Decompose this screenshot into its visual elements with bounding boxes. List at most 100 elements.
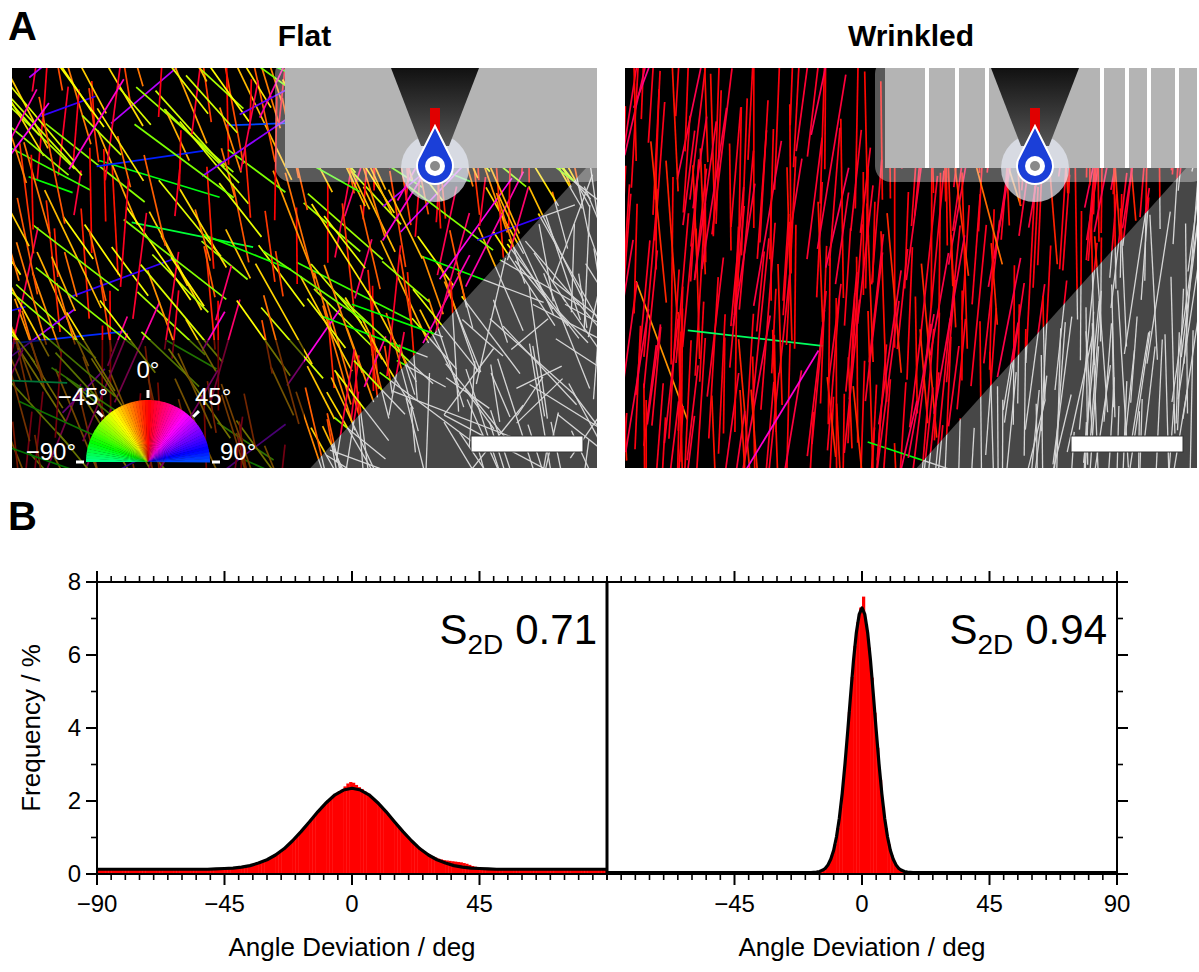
wire	[69, 79, 124, 169]
wire	[97, 151, 204, 166]
wire	[693, 117, 707, 209]
wire	[735, 263, 737, 432]
wire	[494, 232, 555, 326]
wire	[770, 208, 772, 301]
wire	[12, 307, 26, 322]
wire	[250, 79, 252, 129]
wire	[118, 87, 151, 125]
wire	[556, 339, 597, 377]
wire	[479, 227, 524, 330]
wire	[220, 108, 241, 173]
wire	[676, 68, 682, 116]
wire	[591, 457, 597, 469]
wire	[285, 173, 317, 292]
wire	[480, 177, 486, 226]
wire	[687, 365, 698, 460]
wire	[1112, 323, 1113, 407]
wire	[704, 164, 706, 262]
wire	[308, 194, 383, 260]
wire	[1176, 332, 1179, 423]
wire	[586, 264, 597, 340]
wire	[625, 68, 639, 150]
wire	[851, 130, 862, 231]
wire	[907, 247, 912, 380]
wire	[842, 394, 845, 468]
wire	[962, 173, 967, 349]
wrinkle	[1175, 68, 1179, 168]
wire	[285, 173, 317, 292]
wire	[778, 264, 782, 405]
wire	[31, 68, 104, 127]
wire	[868, 311, 874, 468]
wire	[625, 184, 630, 320]
wire	[69, 79, 124, 169]
wire	[980, 321, 982, 468]
wire	[825, 68, 826, 169]
wire	[753, 357, 756, 468]
wire	[206, 250, 215, 350]
wire	[1091, 212, 1094, 365]
wheel-wedge	[148, 452, 210, 462]
droplet-core	[1025, 156, 1045, 176]
figure: AFlat0°−45°45°−90°90°WrinkledB−90−450450…	[0, 0, 1199, 972]
wire	[389, 190, 423, 259]
wire	[360, 205, 380, 289]
wire	[389, 332, 404, 416]
wire	[46, 200, 60, 332]
wire	[65, 252, 77, 297]
wire	[671, 68, 678, 191]
wire	[170, 68, 206, 143]
wire	[259, 245, 305, 306]
wire	[121, 179, 129, 287]
wrinkle	[925, 68, 929, 168]
wire	[787, 167, 792, 340]
wire	[625, 240, 633, 427]
wire	[24, 142, 50, 233]
wire	[725, 373, 739, 468]
wire	[387, 245, 401, 376]
wire	[731, 187, 744, 326]
wire	[844, 300, 859, 453]
wire	[971, 225, 986, 386]
wire	[226, 68, 228, 165]
wire	[844, 300, 859, 453]
wire	[655, 89, 659, 200]
wire	[425, 373, 429, 468]
inset-halo	[875, 68, 1197, 182]
wire	[694, 338, 706, 468]
hist-bar	[276, 854, 279, 874]
wire	[877, 379, 891, 468]
wire	[54, 68, 91, 144]
hist-bar	[298, 833, 301, 874]
wire	[400, 255, 412, 327]
wire	[835, 298, 837, 468]
wire	[1041, 246, 1050, 432]
wire	[497, 193, 525, 284]
hist-bar	[287, 844, 290, 874]
wire	[29, 177, 73, 193]
wire	[552, 280, 597, 335]
wheel-tick	[76, 461, 84, 464]
wire	[171, 257, 204, 306]
wire	[828, 284, 841, 384]
hist-bar	[295, 837, 298, 874]
wire	[719, 314, 726, 454]
sem-wires	[625, 68, 1197, 468]
wire	[408, 272, 418, 401]
wire	[1161, 390, 1187, 469]
wire	[783, 222, 789, 316]
wire	[476, 258, 505, 384]
wire	[860, 148, 870, 233]
wire	[305, 388, 334, 469]
wire	[877, 344, 886, 460]
wire	[314, 289, 380, 355]
wire	[368, 270, 379, 389]
wire	[12, 227, 38, 354]
wire	[12, 220, 19, 281]
wire	[450, 230, 467, 307]
wire	[216, 266, 232, 320]
wire	[748, 68, 757, 160]
wire	[811, 68, 846, 135]
wire	[894, 159, 895, 348]
wrinkle	[955, 68, 959, 168]
